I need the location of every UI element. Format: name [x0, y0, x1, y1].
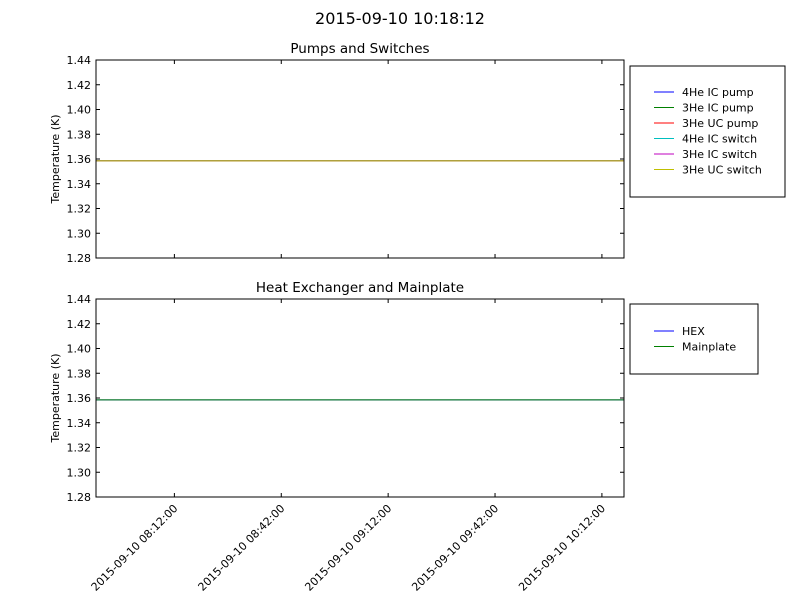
x-tick-label: 2015-09-10 09:42:00: [409, 502, 501, 594]
y-tick-label: 1.36: [67, 392, 92, 405]
chart-panel-2: Heat Exchanger and Mainplate Temperature …: [49, 280, 759, 594]
legend-entry: 3He UC pump: [682, 117, 758, 130]
legend-entry: Mainplate: [682, 341, 736, 354]
legend: HEX Mainplate: [629, 303, 759, 375]
y-tick-label: 1.32: [67, 203, 92, 216]
legend-entry: 3He UC switch: [682, 164, 762, 177]
legend: 4He IC pump 3He IC pump 3He UC pump 4He IC …: [629, 65, 786, 198]
y-tick-label: 1.42: [67, 318, 92, 331]
y-axis-label: Temperature (K): [49, 115, 62, 205]
legend-entry: HEX: [682, 325, 705, 338]
x-tick-label: 2015-09-10 08:42:00: [196, 502, 288, 594]
legend-box: [629, 303, 759, 375]
x-tick-label: 2015-09-10 08:12:00: [89, 502, 181, 594]
x-tick-label: 2015-09-10 10:12:00: [516, 502, 608, 594]
plot-frame: [95, 298, 625, 498]
chart-panel-1: Pumps and Switches Temperature (K) 1.28 1.3…: [49, 41, 786, 265]
y-tick-label: 1.30: [67, 227, 92, 240]
legend-entry: 3He IC pump: [682, 102, 754, 115]
y-tick-label: 1.28: [67, 491, 92, 504]
figure-title: 2015-09-10 10:18:12: [315, 9, 485, 28]
legend-entry: 3He IC switch: [682, 148, 757, 161]
y-tick-label: 1.44: [67, 293, 92, 306]
y-tick-label: 1.42: [67, 79, 92, 92]
y-tick-label: 1.34: [67, 417, 92, 430]
plot-frame: [95, 59, 625, 259]
y-tick-label: 1.40: [67, 343, 92, 356]
y-tick-label: 1.28: [67, 252, 92, 265]
y-tick-label: 1.36: [67, 153, 92, 166]
legend-box: [629, 65, 786, 198]
y-tick-label: 1.34: [67, 178, 92, 191]
legend-entry: 4He IC switch: [682, 133, 757, 146]
x-tick-label: 2015-09-10 09:12:00: [302, 502, 394, 594]
legend-entry: 4He IC pump: [682, 86, 754, 99]
chart-title: Heat Exchanger and Mainplate: [256, 280, 464, 296]
y-tick-label: 1.40: [67, 104, 92, 117]
y-tick-label: 1.44: [67, 54, 92, 67]
y-axis-label: Temperature (K): [49, 354, 62, 444]
y-tick-label: 1.38: [67, 367, 92, 380]
y-tick-label: 1.30: [67, 466, 92, 479]
panels: Pumps and Switches Temperature (K) 1.28 1.3…: [49, 41, 786, 594]
y-tick-label: 1.38: [67, 128, 92, 141]
chart-title: Pumps and Switches: [290, 41, 429, 57]
y-tick-label: 1.32: [67, 442, 92, 455]
